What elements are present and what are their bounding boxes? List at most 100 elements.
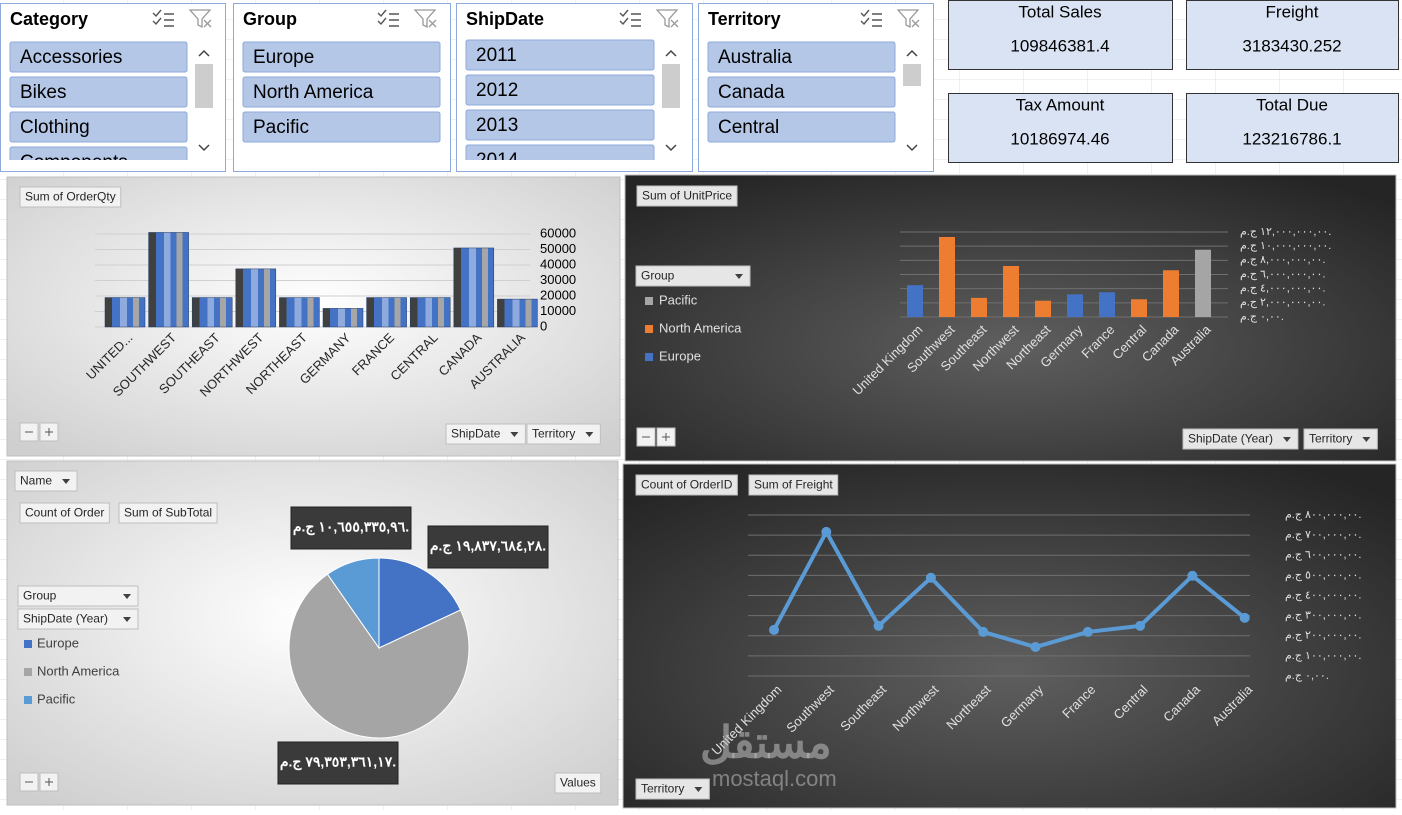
slicer-item[interactable] [242, 41, 441, 73]
field-button-label[interactable]: Territory [1309, 432, 1352, 446]
slicer-item-label[interactable]: Canada [718, 82, 785, 103]
field-button-box[interactable] [17, 608, 139, 630]
plus-icon[interactable] [45, 778, 53, 786]
field-button-box[interactable] [748, 474, 839, 496]
scroll-thumb[interactable] [903, 64, 921, 86]
slicer-item[interactable] [707, 111, 896, 143]
clear-filter-icon[interactable] [413, 9, 437, 29]
slicer-item-label[interactable]: Bikes [20, 82, 66, 103]
scroll-up[interactable] [665, 49, 677, 57]
dropdown-arrow[interactable] [694, 787, 703, 792]
dropdown-arrow[interactable] [510, 432, 519, 437]
clear-filter-icon[interactable] [896, 9, 920, 29]
field-button[interactable]: Territory [635, 778, 710, 800]
dropdown-arrow[interactable] [1362, 437, 1371, 442]
field-button[interactable]: Name [14, 470, 78, 492]
slicer-item[interactable] [465, 109, 655, 141]
slicer-item[interactable] [9, 111, 188, 143]
multi-select-icon[interactable] [860, 9, 882, 27]
field-button-box[interactable] [445, 423, 526, 445]
field-button[interactable]: Values [554, 772, 602, 794]
field-button-label[interactable]: Group [23, 589, 57, 603]
dropdown-arrow[interactable] [62, 479, 71, 484]
field-button[interactable]: ShipDate (Year) [1182, 428, 1299, 450]
field-button[interactable]: ShipDate [445, 423, 526, 445]
field-button-box[interactable] [19, 502, 110, 524]
field-button-box[interactable] [1303, 428, 1378, 450]
field-button[interactable]: Sum of OrderQty [19, 186, 122, 208]
clear-filter-icon[interactable] [188, 9, 212, 29]
plus-icon[interactable] [662, 433, 670, 441]
field-button-label[interactable]: ShipDate (Year) [23, 612, 108, 626]
field-button-box[interactable] [635, 474, 738, 496]
field-button-label[interactable]: Territory [641, 782, 684, 796]
slicer-item[interactable] [465, 144, 655, 175]
field-button-label[interactable]: Sum of SubTotal [124, 506, 212, 520]
slicer-item-label[interactable]: Europe [253, 47, 314, 68]
scroll-thumb[interactable] [195, 64, 213, 108]
slicer-item-label[interactable]: Accessories [20, 47, 122, 68]
scroll-thumb[interactable] [662, 64, 680, 108]
field-button[interactable]: Group [17, 585, 139, 607]
slicer-item[interactable] [242, 111, 441, 143]
slicer-item-label[interactable]: Australia [718, 47, 792, 68]
field-button[interactable]: ShipDate (Year) [17, 608, 139, 630]
slicer-item-label[interactable]: 2011 [476, 45, 517, 66]
scroll-down[interactable] [906, 144, 918, 152]
field-button-box[interactable] [14, 470, 78, 492]
field-button-label[interactable]: Count of Order [25, 506, 104, 520]
slicer-item[interactable] [465, 74, 655, 106]
slicer-item-label[interactable]: Central [718, 117, 779, 138]
slicer-item-label[interactable]: North America [253, 82, 374, 103]
multi-select-icon[interactable] [377, 9, 399, 27]
slicer-item-label[interactable]: 2013 [476, 115, 518, 136]
dropdown-arrow[interactable] [1282, 437, 1291, 442]
field-button-box[interactable] [635, 778, 710, 800]
field-button[interactable]: Territory [526, 423, 601, 445]
field-button-label[interactable]: Sum of OrderQty [25, 190, 116, 204]
field-button[interactable]: Count of Order [19, 502, 110, 524]
field-button-label[interactable]: Sum of UnitPrice [642, 189, 732, 203]
field-button-label[interactable]: Name [20, 474, 52, 488]
field-button-box[interactable] [118, 502, 218, 524]
field-button-box[interactable] [635, 265, 751, 287]
scroll-up[interactable] [198, 49, 210, 57]
plus-icon[interactable] [45, 428, 53, 436]
scroll-down[interactable] [198, 144, 210, 152]
dropdown-arrow[interactable] [735, 274, 743, 279]
field-button-label[interactable]: Territory [532, 427, 575, 441]
slicer-item[interactable] [707, 76, 896, 108]
slicer-item-label[interactable]: Clothing [20, 117, 90, 138]
field-button-label[interactable]: Count of OrderID [641, 478, 733, 492]
dropdown-arrow[interactable] [123, 617, 131, 622]
field-button[interactable]: Sum of SubTotal [118, 502, 218, 524]
field-button-label[interactable]: Group [641, 269, 675, 283]
slicer-item-label[interactable]: 2014 [476, 150, 519, 171]
field-button[interactable]: Group [635, 265, 751, 287]
field-button-box[interactable] [526, 423, 601, 445]
dropdown-arrow[interactable] [585, 432, 594, 437]
field-button[interactable]: Sum of UnitPrice [636, 185, 738, 207]
slicer-item[interactable] [9, 146, 188, 177]
field-button-box[interactable] [554, 772, 602, 794]
slicer-item[interactable] [242, 76, 441, 108]
dropdown-arrow[interactable] [123, 594, 131, 599]
field-button-label[interactable]: Sum of Freight [754, 478, 833, 492]
field-button-label[interactable]: Values [560, 776, 596, 790]
slicer-item[interactable] [465, 39, 655, 71]
scroll-up[interactable] [906, 49, 918, 57]
field-button[interactable]: Territory [1303, 428, 1378, 450]
multi-select-icon[interactable] [619, 9, 641, 27]
field-button-box[interactable] [19, 186, 122, 208]
multi-select-icon[interactable] [152, 9, 174, 27]
clear-filter-icon[interactable] [655, 9, 679, 29]
field-button-box[interactable] [636, 185, 738, 207]
field-button-box[interactable] [1182, 428, 1299, 450]
field-button-label[interactable]: ShipDate [451, 427, 501, 441]
field-button-label[interactable]: ShipDate (Year) [1188, 432, 1273, 446]
field-button-box[interactable] [17, 585, 139, 607]
slicer-item-label[interactable]: 2012 [476, 80, 518, 101]
slicer-item-label[interactable]: Components [20, 152, 128, 173]
scroll-down[interactable] [665, 144, 677, 152]
field-button[interactable]: Sum of Freight [748, 474, 839, 496]
